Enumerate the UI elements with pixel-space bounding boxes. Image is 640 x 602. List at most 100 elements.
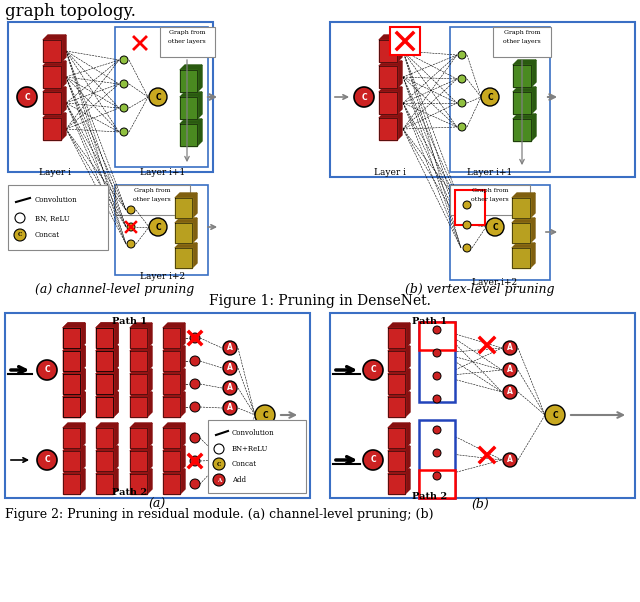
Polygon shape bbox=[96, 397, 113, 417]
Polygon shape bbox=[163, 423, 185, 428]
Polygon shape bbox=[113, 369, 118, 394]
Polygon shape bbox=[512, 198, 530, 218]
Polygon shape bbox=[96, 328, 113, 348]
Polygon shape bbox=[531, 114, 536, 141]
Polygon shape bbox=[147, 423, 152, 448]
Polygon shape bbox=[512, 218, 535, 223]
Polygon shape bbox=[63, 397, 80, 417]
Circle shape bbox=[120, 104, 128, 112]
Polygon shape bbox=[130, 369, 152, 374]
Polygon shape bbox=[180, 369, 185, 394]
Circle shape bbox=[503, 363, 517, 377]
Text: Layer i: Layer i bbox=[39, 168, 71, 177]
Circle shape bbox=[37, 360, 57, 380]
Polygon shape bbox=[163, 397, 180, 417]
Text: A: A bbox=[227, 456, 233, 465]
Polygon shape bbox=[180, 65, 202, 70]
Polygon shape bbox=[175, 223, 192, 243]
Polygon shape bbox=[113, 323, 118, 348]
Text: other layers: other layers bbox=[503, 39, 541, 44]
Polygon shape bbox=[113, 346, 118, 371]
Circle shape bbox=[463, 244, 471, 252]
Polygon shape bbox=[163, 451, 180, 471]
Text: A: A bbox=[507, 344, 513, 353]
Polygon shape bbox=[130, 374, 147, 394]
Text: C: C bbox=[552, 411, 558, 420]
Text: other layers: other layers bbox=[471, 197, 509, 202]
Polygon shape bbox=[437, 346, 442, 371]
Text: A: A bbox=[227, 344, 233, 353]
Text: Graph from: Graph from bbox=[504, 30, 540, 35]
Polygon shape bbox=[420, 474, 437, 494]
Polygon shape bbox=[180, 469, 185, 494]
Polygon shape bbox=[530, 243, 535, 268]
Circle shape bbox=[14, 229, 26, 241]
Polygon shape bbox=[388, 397, 405, 417]
Polygon shape bbox=[43, 92, 61, 114]
Text: C: C bbox=[155, 223, 161, 232]
Polygon shape bbox=[130, 328, 147, 348]
Text: C: C bbox=[361, 93, 367, 102]
Circle shape bbox=[127, 240, 135, 248]
Text: C: C bbox=[155, 93, 161, 102]
Polygon shape bbox=[80, 369, 85, 394]
Polygon shape bbox=[61, 87, 66, 114]
Text: Graph from: Graph from bbox=[472, 188, 508, 193]
Polygon shape bbox=[96, 428, 113, 448]
Text: C: C bbox=[44, 456, 50, 465]
Bar bbox=[208, 420, 306, 493]
Polygon shape bbox=[63, 351, 80, 371]
Polygon shape bbox=[437, 369, 442, 394]
Circle shape bbox=[363, 450, 383, 470]
Polygon shape bbox=[147, 323, 152, 348]
Polygon shape bbox=[163, 323, 185, 328]
Polygon shape bbox=[96, 474, 113, 494]
Text: Path 1: Path 1 bbox=[113, 317, 147, 326]
Polygon shape bbox=[80, 323, 85, 348]
Circle shape bbox=[37, 450, 57, 470]
Polygon shape bbox=[63, 374, 80, 394]
Circle shape bbox=[545, 405, 565, 425]
Polygon shape bbox=[63, 374, 80, 394]
Polygon shape bbox=[513, 92, 531, 114]
Polygon shape bbox=[147, 369, 152, 394]
Polygon shape bbox=[388, 474, 405, 494]
Polygon shape bbox=[163, 351, 180, 371]
Polygon shape bbox=[163, 369, 185, 374]
Text: Concat: Concat bbox=[232, 460, 257, 468]
Polygon shape bbox=[96, 346, 118, 351]
Circle shape bbox=[223, 381, 237, 395]
Bar bbox=[419, 322, 455, 402]
Polygon shape bbox=[130, 351, 147, 371]
Polygon shape bbox=[180, 423, 185, 448]
Polygon shape bbox=[180, 119, 202, 124]
Bar bbox=[450, 27, 550, 172]
Text: A: A bbox=[507, 388, 513, 397]
Polygon shape bbox=[388, 323, 410, 328]
Polygon shape bbox=[63, 446, 85, 451]
Polygon shape bbox=[96, 323, 118, 328]
Circle shape bbox=[463, 201, 471, 209]
Circle shape bbox=[190, 356, 200, 366]
Circle shape bbox=[458, 75, 466, 83]
Polygon shape bbox=[80, 346, 85, 371]
Circle shape bbox=[433, 472, 441, 480]
Circle shape bbox=[223, 341, 237, 355]
Polygon shape bbox=[96, 374, 113, 394]
Circle shape bbox=[503, 453, 517, 467]
Polygon shape bbox=[130, 451, 147, 471]
Bar bbox=[493, 27, 551, 57]
Polygon shape bbox=[530, 218, 535, 243]
Circle shape bbox=[149, 88, 167, 106]
Polygon shape bbox=[96, 374, 113, 394]
Text: C: C bbox=[370, 456, 376, 465]
Polygon shape bbox=[63, 346, 85, 351]
Circle shape bbox=[190, 402, 200, 412]
Polygon shape bbox=[113, 346, 118, 371]
Polygon shape bbox=[96, 328, 113, 348]
Circle shape bbox=[127, 223, 135, 231]
Polygon shape bbox=[405, 423, 410, 448]
Bar bbox=[8, 22, 213, 172]
Circle shape bbox=[433, 395, 441, 403]
Bar bbox=[115, 185, 208, 275]
